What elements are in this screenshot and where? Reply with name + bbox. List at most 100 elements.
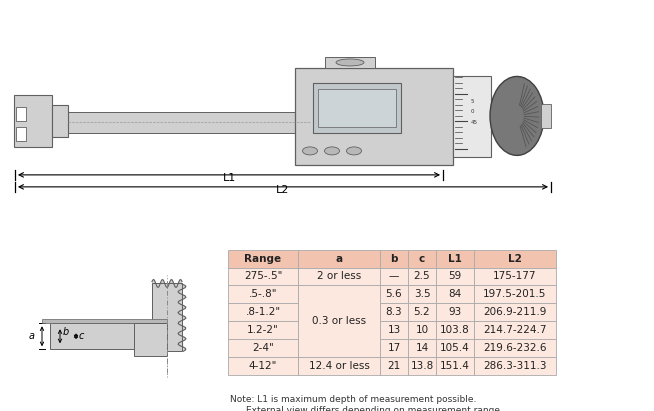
Bar — [436, 249, 474, 268]
Bar — [298, 268, 380, 286]
Bar — [408, 286, 436, 303]
Bar — [408, 339, 436, 357]
Text: .5-.8": .5-.8" — [249, 289, 277, 300]
Text: L1: L1 — [448, 254, 462, 263]
Ellipse shape — [324, 147, 339, 155]
Bar — [50, 323, 167, 349]
Text: L2: L2 — [508, 254, 522, 263]
Text: Note: L1 is maximum depth of measurement possible.: Note: L1 is maximum depth of measurement… — [230, 395, 476, 404]
Bar — [318, 89, 396, 127]
Bar — [474, 339, 556, 357]
Bar — [408, 268, 436, 286]
Bar — [408, 357, 436, 375]
Text: .8-1.2": .8-1.2" — [245, 307, 281, 317]
Text: 151.4: 151.4 — [440, 361, 470, 371]
Bar — [436, 303, 474, 321]
Text: Range: Range — [245, 254, 282, 263]
Bar — [380, 268, 408, 286]
Bar — [474, 321, 556, 339]
Bar — [380, 286, 408, 303]
Text: 103.8: 103.8 — [440, 325, 470, 335]
Text: L1: L1 — [222, 173, 235, 183]
Bar — [52, 105, 68, 137]
Text: 0: 0 — [471, 109, 475, 114]
Bar — [228, 249, 298, 268]
Bar — [14, 95, 52, 147]
Text: 12.4 or less: 12.4 or less — [309, 361, 370, 371]
Bar — [313, 83, 401, 133]
Bar — [228, 268, 298, 286]
Text: 219.6-232.6: 219.6-232.6 — [483, 343, 547, 353]
Text: 275-.5": 275-.5" — [244, 272, 282, 282]
Text: 1.2-2": 1.2-2" — [247, 325, 279, 335]
Text: 17: 17 — [387, 343, 401, 353]
Bar — [68, 112, 310, 133]
Text: L2: L2 — [276, 185, 290, 195]
Bar — [228, 339, 298, 357]
Bar — [474, 286, 556, 303]
Text: 14: 14 — [415, 343, 428, 353]
Text: 0.3 or less: 0.3 or less — [312, 316, 366, 326]
Bar — [408, 321, 436, 339]
Bar — [453, 76, 491, 157]
Bar — [541, 104, 551, 128]
Bar — [42, 319, 167, 323]
Text: 13: 13 — [387, 325, 401, 335]
Bar — [325, 57, 375, 68]
Text: 3.5: 3.5 — [414, 289, 430, 300]
Bar — [298, 286, 380, 357]
Bar — [436, 321, 474, 339]
Bar — [298, 357, 380, 375]
Text: 5: 5 — [471, 99, 475, 104]
Text: 10: 10 — [415, 325, 428, 335]
Bar — [228, 286, 298, 303]
Bar — [380, 249, 408, 268]
Text: 175-177: 175-177 — [493, 272, 537, 282]
Bar — [474, 357, 556, 375]
Text: —: — — [389, 272, 399, 282]
Bar — [474, 249, 556, 268]
Text: 59: 59 — [449, 272, 462, 282]
Text: 13.8: 13.8 — [410, 361, 434, 371]
Bar — [380, 321, 408, 339]
Text: 197.5-201.5: 197.5-201.5 — [483, 289, 547, 300]
Text: 93: 93 — [449, 307, 462, 317]
Text: 5.6: 5.6 — [386, 289, 402, 300]
Text: External view differs depending on measurement range.: External view differs depending on measu… — [246, 406, 503, 411]
Text: 214.7-224.7: 214.7-224.7 — [483, 325, 547, 335]
Text: c: c — [419, 254, 425, 263]
Bar — [228, 321, 298, 339]
Text: c: c — [79, 331, 84, 341]
Text: 2 or less: 2 or less — [317, 272, 361, 282]
Bar — [436, 286, 474, 303]
Bar — [474, 303, 556, 321]
Bar — [228, 357, 298, 375]
Bar — [380, 357, 408, 375]
Bar — [408, 249, 436, 268]
Text: b: b — [63, 327, 69, 337]
Bar — [436, 268, 474, 286]
Text: 45: 45 — [471, 120, 478, 125]
Bar — [298, 249, 380, 268]
Bar — [152, 284, 182, 351]
Text: 2.5: 2.5 — [414, 272, 430, 282]
Bar — [16, 127, 26, 141]
Text: 84: 84 — [449, 289, 462, 300]
Ellipse shape — [336, 59, 364, 66]
Bar — [380, 303, 408, 321]
Text: 286.3-311.3: 286.3-311.3 — [483, 361, 547, 371]
Bar — [436, 357, 474, 375]
Text: 206.9-211.9: 206.9-211.9 — [483, 307, 547, 317]
Ellipse shape — [490, 76, 544, 155]
Text: 2-4": 2-4" — [252, 343, 274, 353]
Bar — [474, 268, 556, 286]
Bar — [134, 323, 167, 356]
Bar — [228, 303, 298, 321]
Text: a: a — [336, 254, 343, 263]
Bar — [16, 107, 26, 121]
Ellipse shape — [347, 147, 362, 155]
Bar — [295, 68, 453, 165]
Text: 4-12": 4-12" — [249, 361, 277, 371]
Bar — [380, 339, 408, 357]
Polygon shape — [152, 279, 186, 351]
